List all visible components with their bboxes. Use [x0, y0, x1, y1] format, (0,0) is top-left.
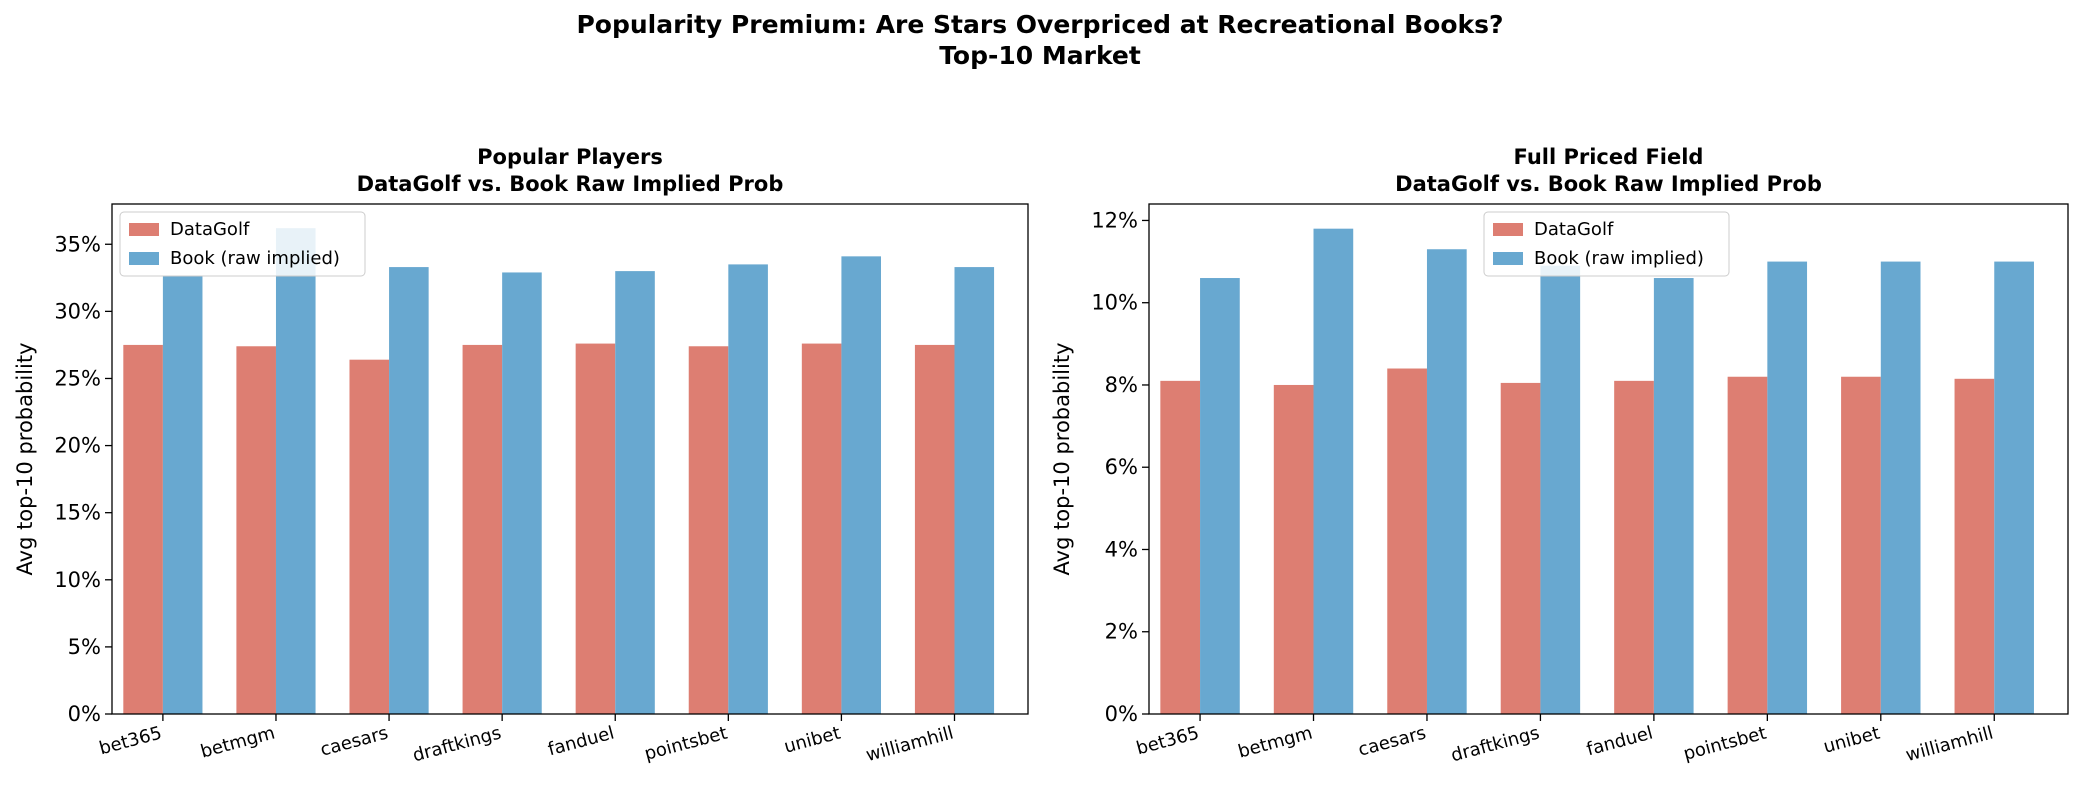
- bar-book-pointsbet: [728, 264, 768, 714]
- bar-datagolf-bet365: [1160, 380, 1201, 714]
- bar-datagolf-draftkings: [462, 344, 503, 714]
- x-tick-label-fanduel: fanduel: [546, 723, 617, 761]
- bar-book-unibet: [1880, 261, 1921, 714]
- bar-book-draftkings: [1540, 265, 1581, 714]
- panel-title-line-1: Popular Players: [477, 145, 663, 169]
- y-tick-label: 2%: [1105, 620, 1138, 644]
- y-tick-label: 4%: [1105, 537, 1138, 561]
- bar-book-bet365: [162, 276, 203, 714]
- x-tick-label-betmgm: betmgm: [198, 723, 277, 763]
- legend-swatch-datagolf: [129, 223, 159, 236]
- bar-datagolf-caesars: [1387, 368, 1427, 714]
- bar-book-williamhill: [1994, 261, 2034, 714]
- x-tick-label-bet365: bet365: [97, 723, 164, 760]
- x-tick-label-pointsbet: pointsbet: [642, 723, 729, 765]
- legend-label-book: Book (raw implied): [170, 248, 340, 269]
- x-tick-label-pointsbet: pointsbet: [1681, 723, 1768, 765]
- bar-datagolf-draftkings: [1500, 382, 1541, 714]
- bar-datagolf-williamhill: [914, 344, 955, 714]
- legend-label-datagolf: DataGolf: [1534, 219, 1614, 240]
- x-tick-label-unibet: unibet: [782, 723, 843, 758]
- axes-frame: [111, 203, 1029, 715]
- bar-book-betmgm: [275, 228, 316, 714]
- y-tick-label: 30%: [54, 299, 101, 323]
- legend-label-datagolf: DataGolf: [170, 219, 250, 240]
- bar-datagolf-unibet: [1841, 376, 1881, 714]
- y-tick-label: 15%: [54, 501, 101, 525]
- y-tick-label: 0%: [68, 702, 101, 726]
- x-tick-label-williamhill: williamhill: [864, 723, 956, 767]
- bar-book-caesars: [1426, 249, 1467, 714]
- bar-datagolf-betmgm: [1273, 384, 1314, 714]
- figure-title-line-1: Popularity Premium: Are Stars Overpriced…: [576, 10, 1503, 39]
- panel-title-line-2: DataGolf vs. Book Raw Implied Prob: [1395, 172, 1822, 196]
- bar-book-betmgm: [1313, 228, 1354, 714]
- chart-full-priced-field: Full Priced Field DataGolf vs. Book Raw I…: [1050, 145, 2069, 767]
- bar-book-draftkings: [502, 272, 542, 714]
- bar-book-williamhill: [954, 267, 995, 714]
- chart-popular-players: Popular Players DataGolf vs. Book Raw Imp…: [13, 145, 1029, 767]
- bar-datagolf-unibet: [801, 343, 842, 714]
- y-tick-label: 0%: [1105, 702, 1138, 726]
- bar-book-pointsbet: [1767, 261, 1808, 714]
- bar-datagolf-fanduel: [575, 343, 616, 714]
- bar-datagolf-fanduel: [1614, 380, 1654, 714]
- legend-label-book: Book (raw implied): [1534, 248, 1704, 269]
- x-tick-label-fanduel: fanduel: [1584, 723, 1655, 761]
- legend-swatch-book: [1493, 252, 1523, 265]
- y-axis-label: Avg top-10 probability: [1050, 343, 1074, 576]
- y-tick-label: 10%: [1091, 291, 1138, 315]
- bar-datagolf-caesars: [349, 359, 390, 714]
- y-tick-label: 8%: [1105, 373, 1138, 397]
- bar-book-fanduel: [615, 271, 655, 714]
- y-tick-label: 25%: [54, 366, 101, 390]
- bar-book-bet365: [1200, 278, 1240, 714]
- y-tick-label: 12%: [1091, 208, 1138, 232]
- bar-datagolf-pointsbet: [688, 346, 729, 714]
- bar-datagolf-williamhill: [1954, 378, 1995, 714]
- legend: [119, 211, 366, 277]
- y-tick-label: 5%: [68, 635, 101, 659]
- bar-book-caesars: [389, 267, 429, 714]
- bar-book-unibet: [841, 256, 881, 714]
- x-tick-label-williamhill: williamhill: [1903, 723, 1995, 767]
- panel-title-line-1: Full Priced Field: [1514, 145, 1704, 169]
- y-tick-label: 6%: [1105, 455, 1138, 479]
- x-tick-label-unibet: unibet: [1821, 723, 1882, 758]
- y-axis-label: Avg top-10 probability: [13, 343, 37, 576]
- x-tick-label-bet365: bet365: [1134, 723, 1201, 760]
- x-tick-label-caesars: caesars: [318, 723, 390, 761]
- bar-book-fanduel: [1653, 278, 1694, 714]
- axes-frame: [1148, 203, 2069, 715]
- x-tick-label-caesars: caesars: [1356, 723, 1428, 761]
- bar-datagolf-bet365: [123, 344, 163, 714]
- figure-title-line-2: Top-10 Market: [939, 41, 1141, 70]
- legend: [1483, 211, 1730, 277]
- legend-swatch-datagolf: [1493, 223, 1523, 236]
- y-tick-label: 35%: [54, 232, 101, 256]
- x-tick-label-draftkings: draftkings: [1449, 723, 1542, 767]
- y-tick-label: 20%: [54, 434, 101, 458]
- x-tick-label-betmgm: betmgm: [1236, 723, 1315, 763]
- x-tick-label-draftkings: draftkings: [411, 723, 504, 767]
- bar-datagolf-betmgm: [236, 346, 276, 714]
- y-tick-label: 10%: [54, 568, 101, 592]
- legend-swatch-book: [129, 252, 159, 265]
- panel-title-line-2: DataGolf vs. Book Raw Implied Prob: [357, 172, 784, 196]
- bar-datagolf-pointsbet: [1727, 376, 1768, 714]
